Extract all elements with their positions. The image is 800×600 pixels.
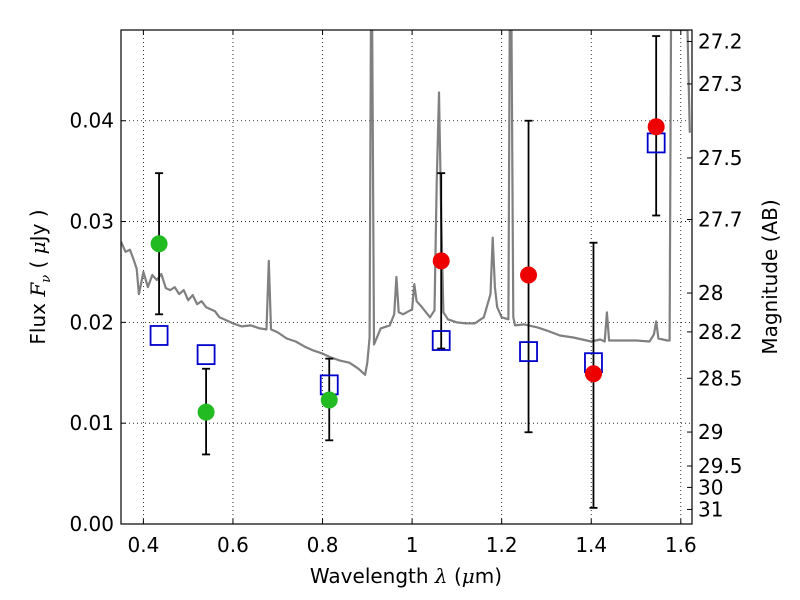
x-axis-label: Wavelength λ (μm) [310,564,502,588]
model-spectrum-line [121,30,691,376]
right-tick-label: 27.5 [698,146,743,170]
marker-layer [149,118,666,421]
x-tick-label: 1.4 [575,533,607,557]
y-tick-label: 0.02 [69,310,114,334]
right-tick-label: 29 [698,420,723,444]
y-tick-label: 0.04 [69,109,114,133]
x-tick-label: 1 [406,533,419,557]
right-tick-label: 27.7 [698,208,743,232]
right-axis-label: Magnitude (AB) [758,199,782,354]
plot-frame [120,29,693,525]
observed-point-marker [520,266,538,284]
y-axis-label: Flux Fν ( μJy ) [26,209,54,344]
right-tick-label: 28.5 [698,366,743,390]
y-tick-label: 0.00 [69,512,114,536]
observed-point-marker [150,235,168,253]
axis-ticks: 0.4 0.6 0.8 1 1.2 1.4 1.6 0.00 0.01 0.02 0.03 0.04 2… [69,29,742,557]
model-square-marker [519,341,538,363]
right-tick-label: 27.2 [698,29,743,53]
right-tick-label: 28.2 [698,320,743,344]
right-tick-label: 28 [698,281,723,305]
model-square-marker [431,330,451,351]
y-tick-label: 0.03 [69,210,114,234]
plot-background [121,30,692,524]
x-tick-label: 0.6 [217,533,249,557]
spectrum-layer [121,30,691,376]
observed-point-marker [432,252,450,270]
model-square-marker [149,325,169,346]
observed-point-marker [320,391,338,409]
observed-point-marker [197,403,215,421]
right-tick-label: 31 [698,497,723,521]
x-tick-label: 1.6 [665,533,697,557]
right-tick-label: 29.5 [698,454,743,478]
x-tick-label: 0.4 [127,533,159,557]
y-tick-label: 0.01 [69,411,114,435]
observed-point-marker [647,118,665,136]
observed-point-marker [584,365,602,383]
model-square-marker [196,344,216,366]
right-tick-label: 27.3 [698,72,743,96]
x-tick-label: 0.8 [307,533,339,557]
right-tick-label: 30 [698,475,723,499]
x-tick-label: 1.2 [486,533,518,557]
